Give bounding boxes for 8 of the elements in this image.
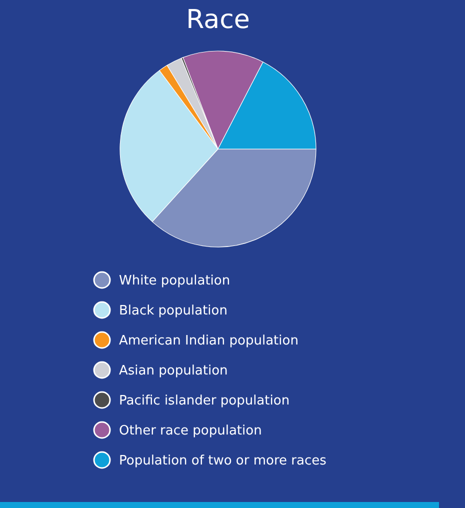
legend-label: Other race population [119, 424, 262, 438]
legend-label: Population of two or more races [119, 454, 327, 468]
legend-label: American Indian population [119, 334, 298, 348]
legend-label: Asian population [119, 364, 228, 378]
legend-label: White population [119, 274, 230, 288]
legend-label: Black population [119, 304, 228, 318]
chart-title: Race [186, 5, 250, 35]
legend-label: Pacific islander population [119, 394, 290, 408]
